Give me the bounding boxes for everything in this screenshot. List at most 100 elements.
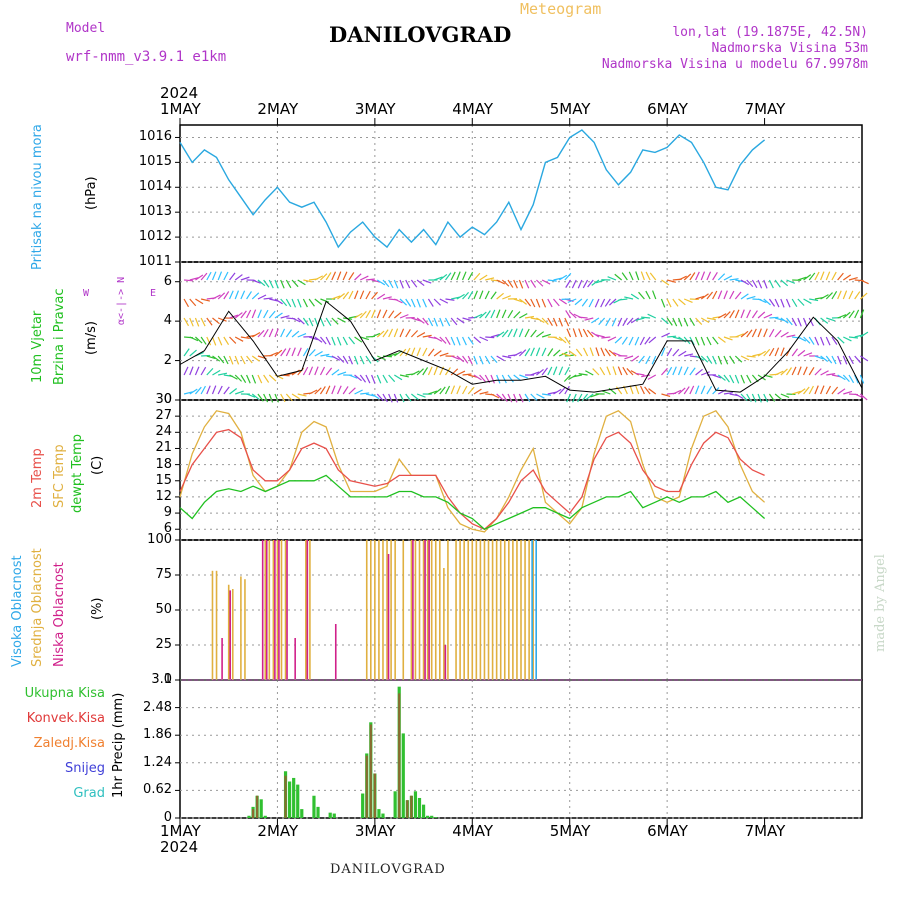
wind-barb [561,352,571,357]
wind-barb [572,328,577,338]
wind-barb [206,271,212,281]
wind-barb [791,390,801,395]
wind-barb [501,309,507,319]
wind-barb [757,393,762,403]
wind-barb [496,393,504,401]
wind-barb [439,298,449,304]
wind-barb [342,336,348,346]
wind-barb [746,295,756,300]
wind-barb [456,355,465,363]
wind-barb [427,298,434,307]
wind-barb [740,355,750,361]
year-bottom: 2024 [160,838,199,856]
model-name: wrf-nmm_v3.9.1 e1km [66,49,227,65]
wind-barb [490,291,497,300]
wind-barb [695,295,705,300]
wind-barb [666,317,673,326]
wind-barb [729,310,735,319]
wind-barb [473,388,482,395]
wind-barb [325,317,332,326]
date-label: 1MAY [160,100,201,118]
wind-barb [507,279,514,288]
wind-barb [399,374,409,378]
wind-barb [411,393,419,401]
wind-barb [462,291,470,300]
wind-barb [530,298,536,308]
wind-barb [584,317,594,321]
wind-barb [638,355,645,364]
wind-barb [672,298,679,307]
wind-barb [565,310,572,319]
wind-barb [513,311,521,319]
wind-barb [422,367,429,376]
wind-barb [780,331,789,338]
wind-barb [524,315,535,319]
wind-barb [535,347,541,357]
wind-barb [320,298,330,303]
wind-barb [757,311,766,319]
wind-barb [611,317,617,327]
wind-barb [393,279,399,289]
wind-barb [723,311,731,319]
wind-barb [712,355,717,365]
wind-barb [308,317,314,327]
wind-barb [661,317,669,325]
wind-barb [831,336,838,345]
wind-barb [791,348,799,357]
wind-barb [331,369,340,376]
wind-barb [439,336,447,344]
wind-barb [240,276,250,281]
wind-barb [303,279,313,283]
wind-barb [206,336,212,346]
wind-barb [700,293,709,300]
wind-barb [723,355,729,365]
wind-barb [382,279,390,288]
wind-barb [647,374,657,380]
wind-barb [854,334,864,338]
wind-barb [558,386,566,395]
wind-barb [591,331,600,338]
wind-barb [388,310,395,319]
wind-barb [211,385,217,395]
wind-barb [240,310,247,319]
wind-barb [859,374,865,384]
wind-barb [189,277,199,281]
wind-barb [848,336,859,339]
compass-e: E [150,288,157,299]
wind-barb [607,336,617,342]
wind-barb [336,271,342,281]
wind-barb [635,372,645,376]
wind-barb [635,271,640,281]
y-tick-label: 50 [155,602,172,617]
date-label: 5MAY [549,822,591,840]
wind-barb [484,355,491,365]
wind-barb [183,366,189,376]
wind-barb [802,317,808,327]
wind-barb [647,313,657,319]
wind-barb [206,317,213,326]
wind-barb [571,279,577,289]
wind-barb [791,366,797,376]
wind-barb [189,349,197,357]
wind-barb [184,279,194,282]
wind-barb [553,298,560,307]
wind-barb [826,373,836,376]
wind-barb [574,298,583,306]
wind-barb [831,386,839,395]
wind-barb [376,293,386,300]
wind-barb [859,393,868,401]
wind-barb [280,328,286,338]
wind-barb [604,348,611,357]
wind-barb [365,355,372,364]
wind-barb [223,271,229,281]
wind-barb [263,374,270,383]
wind-barb [479,355,484,365]
wind-barb [695,368,703,376]
wind-barb [427,348,435,357]
wind-barb [194,386,202,395]
wind-barb [695,336,700,346]
wind-barb [268,328,274,338]
wind-barb [820,355,829,362]
wind-barb [444,385,451,395]
wind-barb [444,317,451,327]
